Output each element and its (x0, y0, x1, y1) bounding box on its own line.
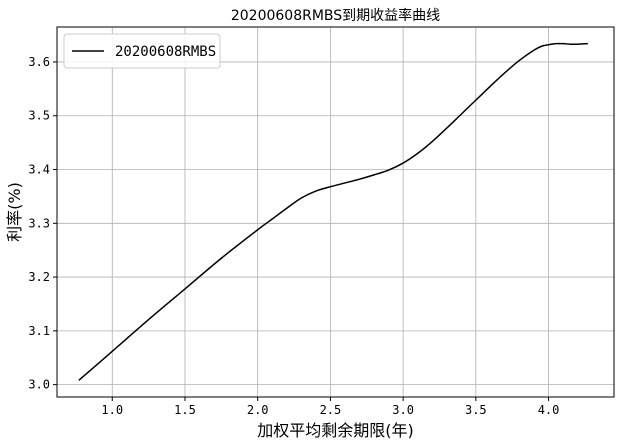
series-line (78, 42, 588, 381)
x-axis-label: 加权平均剩余期限(年) (257, 421, 414, 440)
x-tick-label: 3.0 (392, 403, 414, 417)
y-tick-label: 3.0 (28, 378, 50, 392)
y-tick-label: 3.1 (28, 324, 50, 338)
y-tick-label: 3.2 (28, 270, 50, 284)
chart-title: 20200608RMBS到期收益率曲线 (231, 7, 440, 24)
plot-area-frame (56, 26, 615, 398)
y-axis-ticks: 3.0 3.1 3.2 3.3 3.4 3.5 3.6 (28, 55, 57, 392)
x-axis-ticks: 1.0 1.5 2.0 2.5 3.0 3.5 4.0 (101, 397, 559, 417)
x-tick-label: 2.0 (247, 403, 269, 417)
y-tick-label: 3.4 (28, 163, 50, 177)
series-lines (78, 42, 588, 381)
y-axis-label: 利率(%) (5, 182, 24, 242)
y-tick-label: 3.6 (28, 55, 50, 69)
x-tick-label: 1.5 (174, 403, 196, 417)
grid (57, 27, 614, 397)
legend-entry-label: 20200608RMBS (115, 44, 216, 60)
x-tick-label: 3.5 (465, 403, 487, 417)
x-tick-label: 2.5 (320, 403, 342, 417)
x-tick-label: 1.0 (101, 403, 123, 417)
legend: 20200608RMBS (63, 33, 221, 69)
y-tick-label: 3.5 (28, 109, 50, 123)
x-tick-label: 4.0 (538, 403, 560, 417)
legend-box (63, 33, 221, 69)
y-tick-label: 3.3 (28, 216, 50, 230)
